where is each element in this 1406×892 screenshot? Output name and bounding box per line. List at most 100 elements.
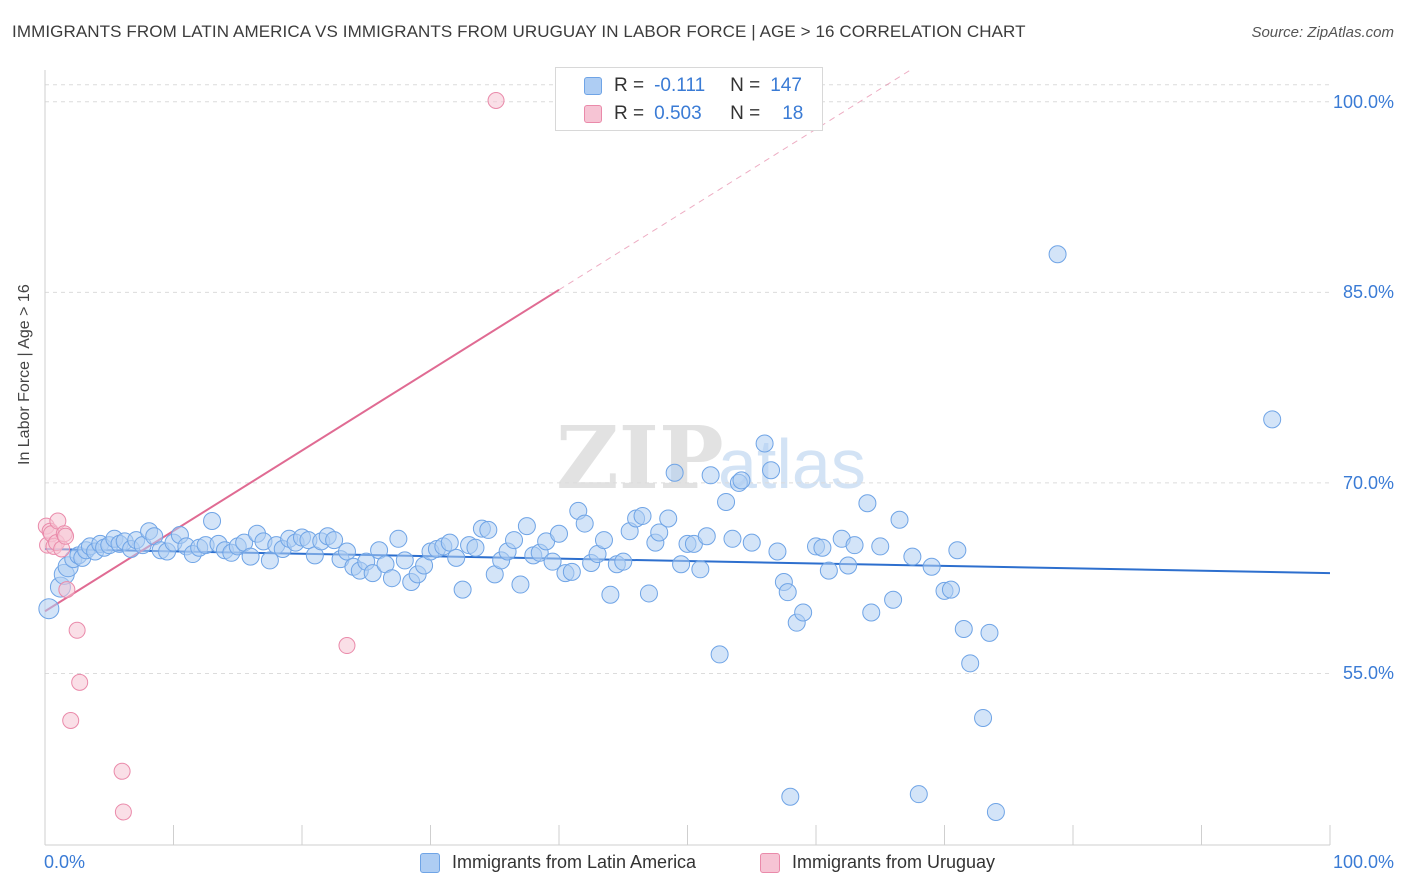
point-latin-america [203,512,222,531]
point-latin-america [260,551,279,570]
point-latin-america [691,560,710,579]
point-latin-america [903,547,922,566]
point-latin-america [813,538,832,557]
point-latin-america [762,461,781,480]
point-latin-america [980,623,999,642]
point-latin-america [1048,245,1067,264]
point-uruguay [57,527,75,545]
point-latin-america [447,548,466,567]
legend-r-value: -0.111 [654,75,706,96]
point-latin-america [363,564,382,583]
point-latin-america [325,531,344,550]
point-latin-america [601,585,620,604]
legend-row-latin-america: R = -0.111 N = 147 [556,72,802,100]
trend-lines [44,69,1331,613]
y-tick-label: 85.0% [1342,282,1394,303]
point-latin-america [948,541,967,560]
series-name-latin-america: Immigrants from Latin America [452,852,697,872]
point-uruguay [71,673,89,691]
point-latin-america [884,590,903,609]
point-latin-america [794,603,813,622]
point-latin-america [732,471,751,490]
grid-lines [45,84,1330,674]
point-latin-america [517,517,536,536]
data-points [37,91,1282,821]
series-name-uruguay: Immigrants from Uruguay [792,852,996,872]
point-latin-america [614,552,633,571]
point-latin-america [871,537,890,556]
point-latin-america [845,536,864,555]
point-latin-america [717,492,736,511]
point-latin-america [1263,410,1282,429]
x-tick-label-min: 0.0% [44,852,86,872]
point-uruguay [58,581,76,599]
point-latin-america [768,542,787,561]
point-latin-america [890,510,909,529]
legend-swatch-blue [584,77,602,95]
point-latin-america [755,434,774,453]
point-latin-america [575,514,594,533]
point-latin-america [961,654,980,673]
point-latin-america [395,551,414,570]
point-uruguay [114,803,132,821]
point-uruguay [68,621,86,639]
point-uruguay [338,637,356,655]
y-tick-label: 100.0% [1332,91,1394,112]
series-legend-uruguay: Immigrants from Uruguay [760,852,995,873]
point-latin-america [665,463,684,482]
y-tick-label: 70.0% [1342,472,1394,493]
point-latin-america [672,555,691,574]
point-uruguay [113,762,131,780]
legend-n-label: N = [730,103,761,124]
point-latin-america [723,529,742,548]
point-latin-america [453,580,472,599]
legend-n-value: 147 [770,75,802,96]
point-latin-america [337,542,356,561]
watermark-zip: ZIP [556,408,724,509]
point-latin-america [986,802,1005,821]
legend-row-uruguay: R = 0.503 N = 18 [556,100,803,128]
point-latin-america [941,580,960,599]
point-latin-america [742,533,761,552]
point-latin-america [778,583,797,602]
point-latin-america [697,527,716,546]
point-latin-america [389,529,408,548]
legend-n-label: N = [730,75,761,96]
point-latin-america [633,506,652,525]
point-latin-america [974,708,993,727]
point-uruguay [487,91,505,109]
point-latin-america [650,523,669,542]
point-latin-america [781,787,800,806]
correlation-legend: R = -0.111 N = 147 R = 0.503 N = 18 [555,67,823,131]
point-latin-america [466,538,485,557]
point-latin-america [594,531,613,550]
point-latin-america [858,494,877,513]
point-latin-america [440,533,459,552]
y-axis-label: In Labor Force | Age > 16 [16,284,33,465]
legend-n-value: 18 [782,103,804,124]
point-uruguay [62,711,80,729]
point-latin-america [543,552,562,571]
point-latin-america [479,520,498,539]
point-latin-america [839,556,858,575]
x-tick-label-max: 100.0% [1332,852,1394,872]
point-latin-america [241,547,260,566]
point-latin-america [819,561,838,580]
series-swatch-pink [760,852,780,873]
trend-line-uruguay-extension [558,69,911,291]
point-latin-america [862,603,881,622]
axes [44,70,1331,846]
point-latin-america [659,509,678,528]
point-latin-america [639,584,658,603]
point-latin-america [562,562,581,581]
point-latin-america [710,645,729,664]
point-latin-america [550,524,568,543]
legend-r-value: 0.503 [654,103,702,124]
source-credit: Source: ZipAtlas.com [1251,24,1394,41]
y-tick-label: 55.0% [1342,663,1394,684]
legend-r-label: R = [614,75,645,96]
point-latin-america [922,557,941,576]
point-latin-america [909,785,928,804]
legend-swatch-pink [584,105,602,123]
